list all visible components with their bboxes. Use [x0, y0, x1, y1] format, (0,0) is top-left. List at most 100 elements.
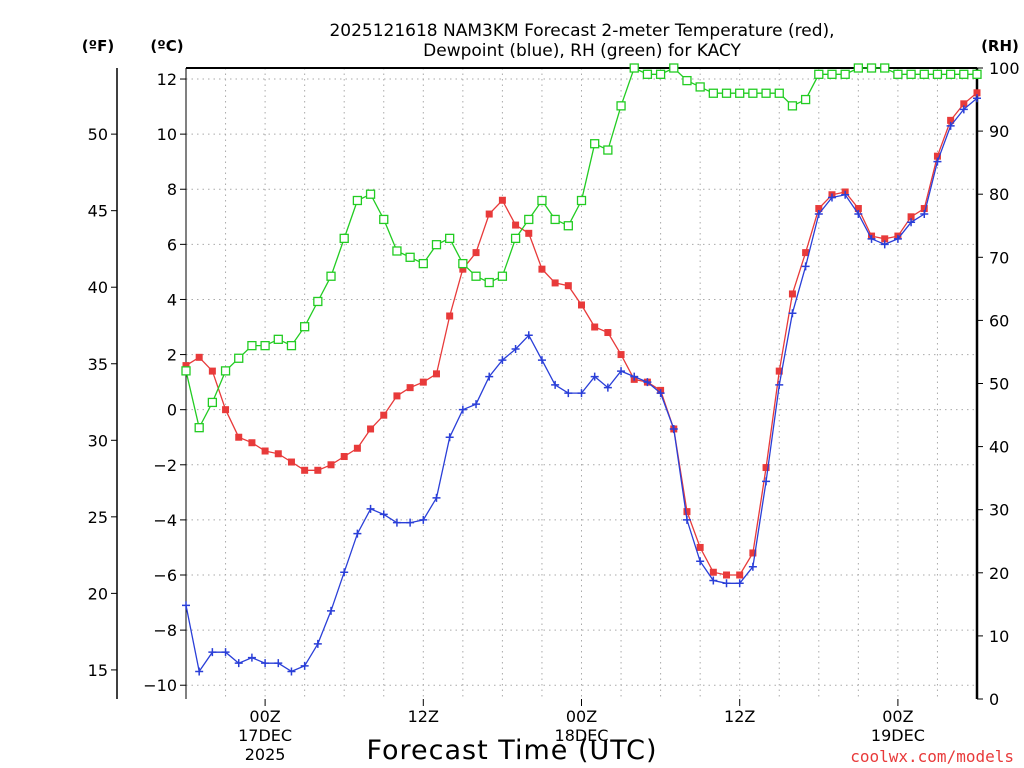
dewpoint-point: [933, 157, 942, 166]
dewpoint-point: [854, 210, 863, 219]
temperature-point: [314, 466, 322, 474]
rh-point: [853, 63, 863, 73]
temperature-point: [274, 450, 282, 458]
dewpoint-point: [920, 210, 929, 219]
dewpoint-point: [208, 648, 217, 657]
temperature-point: [327, 461, 335, 469]
rh-point: [286, 340, 297, 351]
rh-point: [247, 340, 257, 351]
dewpoint-point: [617, 367, 626, 376]
temperature-point: [446, 312, 454, 320]
dewpoint-point: [603, 383, 612, 392]
y-rh-tick-label: 0: [989, 690, 999, 709]
rh-point: [563, 221, 573, 231]
temperature-point: [683, 508, 691, 516]
x-tick-label: 12Z: [408, 707, 439, 726]
rh-point: [616, 101, 626, 111]
dewpoint-point: [735, 579, 744, 588]
temperature-point: [498, 196, 506, 204]
y-f-tick-label: 20: [88, 584, 108, 603]
rh-point: [880, 63, 890, 73]
dewpoint-point: [630, 372, 639, 381]
temperature-point: [459, 265, 467, 273]
y-c-tick-label: 0: [167, 401, 177, 420]
dewpoint-point: [959, 105, 968, 114]
temperature-point: [222, 406, 230, 414]
dewpoint-point: [841, 190, 850, 199]
rh-point: [893, 69, 903, 79]
rh-point: [629, 63, 639, 73]
temperature-point: [920, 205, 928, 213]
temperature-point: [578, 301, 585, 309]
rh-point: [510, 233, 521, 244]
dewpoint-point: [379, 510, 388, 519]
x-tick-label: 12Z: [724, 707, 755, 726]
y-f-tick-label: 25: [88, 508, 108, 527]
y-rh-tick-label: 30: [989, 501, 1009, 520]
rh-point: [352, 195, 363, 206]
series-dewpoint: [182, 94, 981, 676]
rh-point: [972, 69, 982, 79]
x-tick-date-label: 19DEC: [871, 726, 925, 745]
y-rh-tick-label: 90: [989, 122, 1009, 141]
rh-point: [181, 366, 191, 376]
dewpoint-point: [946, 121, 955, 130]
y-c-tick-label: 2: [167, 346, 177, 365]
dewpoint-point: [485, 372, 494, 381]
rh-point: [840, 69, 850, 79]
temperature-point: [551, 279, 559, 287]
temperature-point: [749, 549, 757, 557]
y-rh-tick-label: 50: [989, 375, 1009, 394]
temperature-point: [709, 568, 717, 576]
x-tick-year-label: 2025: [245, 745, 286, 764]
temperature-point: [617, 351, 625, 359]
temperature-point: [564, 282, 572, 290]
dewpoint-point: [880, 240, 889, 249]
dewpoint-point: [524, 331, 533, 340]
temperature-point: [261, 447, 269, 455]
axes: 121086420−2−4−6−8−1050454035302520151009…: [88, 59, 1020, 764]
rh-point: [787, 101, 798, 111]
rh-point: [603, 145, 613, 155]
dewpoint-point: [432, 493, 441, 502]
temperature-point: [235, 433, 243, 441]
dewpoint-point: [247, 653, 256, 662]
x-tick-label: 00Z: [249, 707, 280, 726]
rh-point: [708, 88, 718, 98]
dewpoint-point: [827, 193, 836, 202]
y-f-tick-label: 35: [88, 355, 108, 374]
rh-point: [392, 246, 402, 256]
unit-label-fahrenheit: (ºF): [82, 37, 114, 55]
rh-point: [814, 69, 824, 79]
dewpoint-point: [327, 606, 336, 615]
y-f-tick-label: 15: [88, 661, 108, 680]
rh-point: [273, 334, 283, 344]
y-c-tick-label: −4: [153, 511, 177, 530]
dewpoint-point: [696, 557, 705, 566]
x-tick-date-label: 17DEC: [238, 726, 292, 745]
temperature-point: [933, 152, 941, 160]
temperature-point: [815, 205, 823, 213]
rh-point: [748, 88, 758, 98]
y-rh-tick-label: 60: [989, 311, 1009, 330]
temperature-point: [301, 466, 309, 474]
temperature-point: [406, 384, 414, 392]
rh-point: [484, 277, 494, 288]
rh-point: [326, 271, 336, 281]
rh-point: [194, 423, 204, 433]
credit-text: coolwx.com/models: [850, 747, 1014, 766]
temperature-point: [248, 439, 256, 447]
series-rh: [181, 63, 982, 433]
temperature-point: [485, 210, 493, 218]
dewpoint-point: [577, 389, 586, 398]
dewpoint-point: [722, 579, 731, 588]
temperature-point: [591, 323, 599, 331]
rh-point: [721, 88, 732, 98]
series-layer: [181, 63, 982, 676]
temperature-point: [960, 100, 968, 108]
temperature-point: [182, 362, 190, 370]
rh-point: [418, 258, 428, 269]
y-c-tick-label: −10: [143, 676, 177, 695]
dewpoint-point: [775, 380, 784, 389]
rh-point: [339, 233, 349, 244]
